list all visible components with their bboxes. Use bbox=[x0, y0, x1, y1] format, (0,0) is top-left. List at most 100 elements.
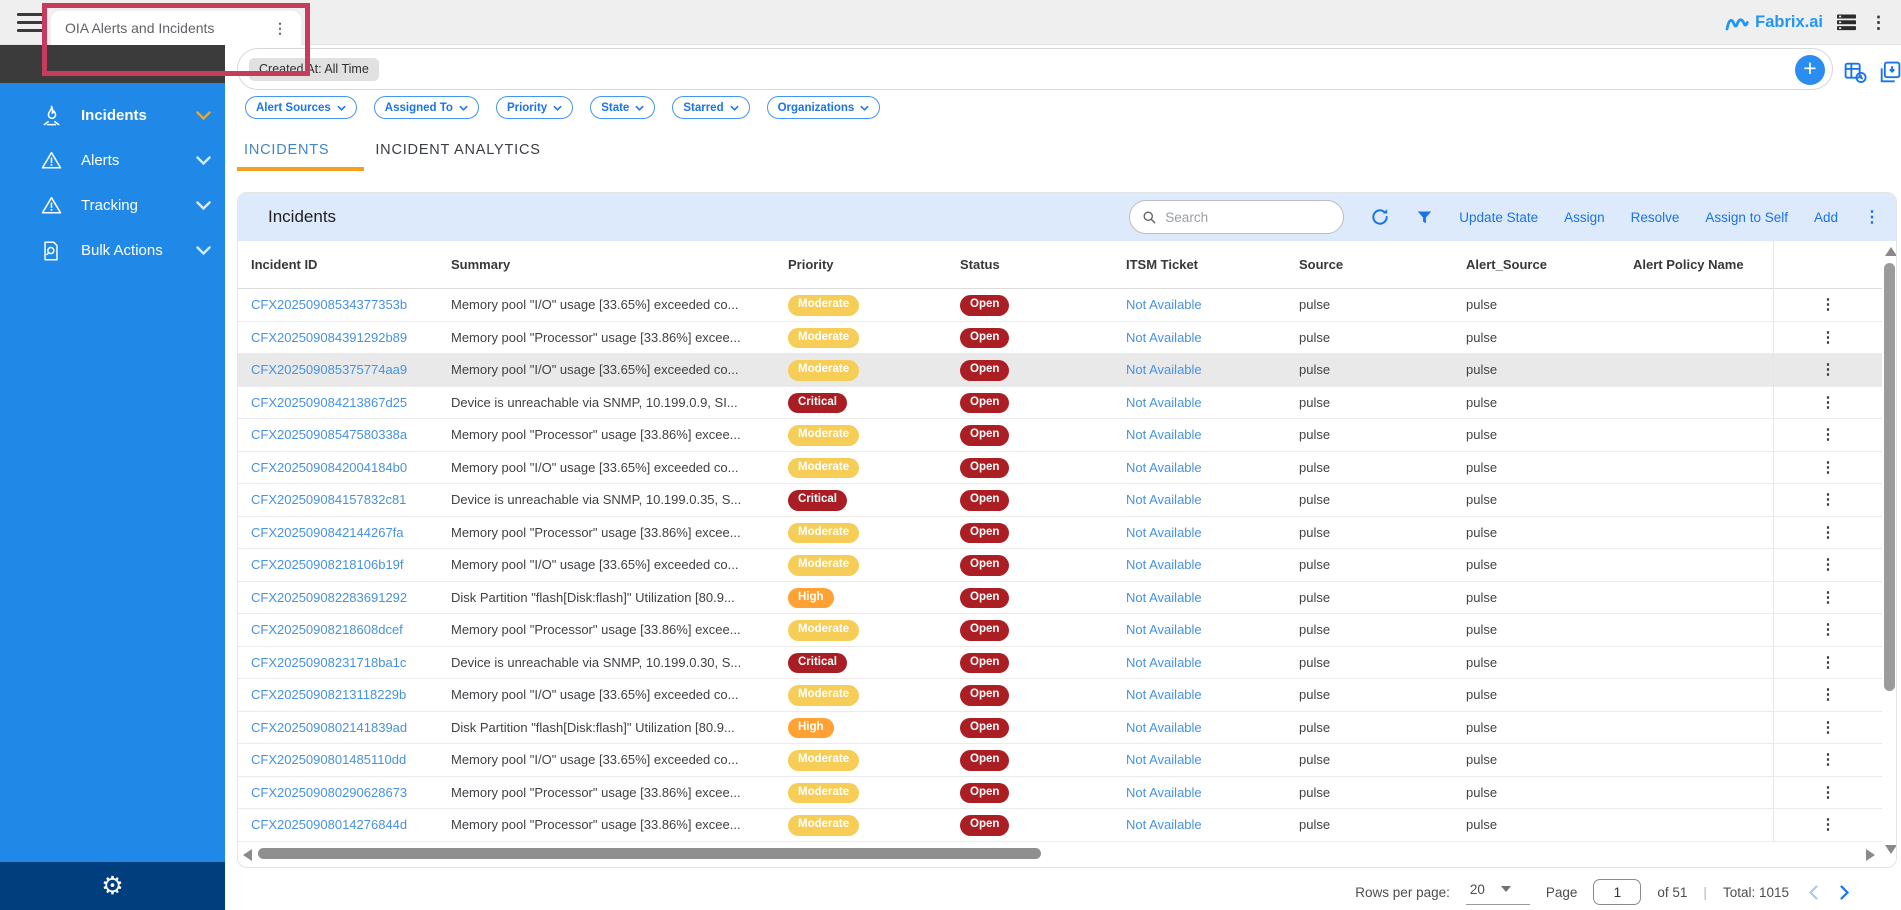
table-row[interactable]: CFX20250908213118229bMemory pool "I/O" u… bbox=[238, 679, 1882, 712]
table-row[interactable]: CFX202509085375774aa9Memory pool "I/O" u… bbox=[238, 354, 1882, 387]
vertical-scrollbar-thumb[interactable] bbox=[1884, 263, 1895, 691]
itsm-ticket-link[interactable]: Not Available bbox=[1126, 517, 1291, 549]
page-input[interactable] bbox=[1593, 879, 1641, 905]
row-kebab-menu[interactable]: ⋮ bbox=[1773, 614, 1882, 646]
incident-id-link[interactable]: CFX20250908014276844d bbox=[251, 809, 441, 841]
next-page-button[interactable] bbox=[1837, 885, 1853, 900]
filter-chip-state[interactable]: State bbox=[590, 96, 655, 119]
table-row[interactable]: CFX202509080290628673Memory pool "Proces… bbox=[238, 777, 1882, 810]
assign-to-self-button[interactable]: Assign to Self bbox=[1705, 210, 1788, 225]
incident-id-link[interactable]: CFX202509084391292b89 bbox=[251, 322, 441, 354]
hamburger-menu-icon[interactable] bbox=[17, 13, 43, 32]
assign-button[interactable]: Assign bbox=[1564, 210, 1605, 225]
row-kebab-menu[interactable]: ⋮ bbox=[1773, 419, 1882, 451]
itsm-ticket-link[interactable]: Not Available bbox=[1126, 419, 1291, 451]
itsm-ticket-link[interactable]: Not Available bbox=[1126, 452, 1291, 484]
kebab-menu-icon[interactable]: ⋮ bbox=[1870, 13, 1887, 33]
incident-id-link[interactable]: CFX20250908213118229b bbox=[251, 679, 441, 711]
table-row[interactable]: CFX20250908014276844dMemory pool "Proces… bbox=[238, 809, 1882, 842]
tab-incident-analytics[interactable]: INCIDENT ANALYTICS bbox=[375, 142, 540, 171]
created-at-filter-chip[interactable]: Created At: All Time bbox=[249, 58, 379, 81]
row-kebab-menu[interactable]: ⋮ bbox=[1773, 744, 1882, 776]
scroll-down-arrow[interactable] bbox=[1885, 845, 1897, 854]
incident-id-link[interactable]: CFX2025090842004184b0 bbox=[251, 452, 441, 484]
incident-id-link[interactable]: CFX2025090801485110dd bbox=[251, 744, 441, 776]
filter-chip-priority[interactable]: Priority bbox=[496, 96, 573, 119]
itsm-ticket-link[interactable]: Not Available bbox=[1126, 549, 1291, 581]
table-row[interactable]: CFX20250908534377353bMemory pool "I/O" u… bbox=[238, 289, 1882, 322]
horizontal-scrollbar-thumb[interactable] bbox=[258, 848, 1041, 859]
incident-id-link[interactable]: CFX202509085375774aa9 bbox=[251, 354, 441, 386]
row-kebab-menu[interactable]: ⋮ bbox=[1773, 354, 1882, 386]
itsm-ticket-link[interactable]: Not Available bbox=[1126, 777, 1291, 809]
row-kebab-menu[interactable]: ⋮ bbox=[1773, 647, 1882, 679]
itsm-ticket-link[interactable]: Not Available bbox=[1126, 354, 1291, 386]
filter-chip-alert-sources[interactable]: Alert Sources bbox=[245, 96, 357, 119]
itsm-ticket-link[interactable]: Not Available bbox=[1126, 647, 1291, 679]
filter-chip-starred[interactable]: Starred bbox=[672, 96, 749, 119]
sidebar-item-incidents[interactable]: Incidents bbox=[0, 93, 225, 138]
row-kebab-menu[interactable]: ⋮ bbox=[1773, 809, 1882, 841]
incident-id-link[interactable]: CFX2025090842144267fa bbox=[251, 517, 441, 549]
table-row[interactable]: CFX20250908218106b19fMemory pool "I/O" u… bbox=[238, 549, 1882, 582]
incident-id-link[interactable]: CFX20250908218608dcef bbox=[251, 614, 441, 646]
table-row[interactable]: CFX202509084391292b89Memory pool "Proces… bbox=[238, 322, 1882, 355]
previous-page-button[interactable] bbox=[1805, 885, 1821, 900]
row-kebab-menu[interactable]: ⋮ bbox=[1773, 582, 1882, 614]
itsm-ticket-link[interactable]: Not Available bbox=[1126, 582, 1291, 614]
incident-id-link[interactable]: CFX202509084213867d25 bbox=[251, 387, 441, 419]
row-kebab-menu[interactable]: ⋮ bbox=[1773, 712, 1882, 744]
table-row[interactable]: CFX20250908547580338aMemory pool "Proces… bbox=[238, 419, 1882, 452]
add-filter-button[interactable]: + bbox=[1795, 55, 1825, 85]
scroll-right-arrow[interactable] bbox=[1866, 849, 1875, 861]
update-state-button[interactable]: Update State bbox=[1459, 210, 1538, 225]
row-kebab-menu[interactable]: ⋮ bbox=[1773, 322, 1882, 354]
search-input[interactable] bbox=[1165, 210, 1325, 225]
scroll-left-arrow[interactable] bbox=[243, 849, 252, 861]
row-kebab-menu[interactable]: ⋮ bbox=[1773, 517, 1882, 549]
refresh-icon[interactable] bbox=[1370, 207, 1390, 227]
incident-id-link[interactable]: CFX20250908547580338a bbox=[251, 419, 441, 451]
row-kebab-menu[interactable]: ⋮ bbox=[1773, 452, 1882, 484]
add-button[interactable]: Add bbox=[1814, 210, 1838, 225]
filter-chip-organizations[interactable]: Organizations bbox=[767, 96, 881, 119]
incident-id-link[interactable]: CFX2025090802141839ad bbox=[251, 712, 441, 744]
table-row[interactable]: CFX20250908231718ba1cDevice is unreachab… bbox=[238, 647, 1882, 680]
table-clock-icon[interactable] bbox=[1843, 60, 1868, 90]
save-view-icon[interactable] bbox=[1877, 60, 1901, 90]
itsm-ticket-link[interactable]: Not Available bbox=[1126, 679, 1291, 711]
itsm-ticket-link[interactable]: Not Available bbox=[1126, 484, 1291, 516]
itsm-ticket-link[interactable]: Not Available bbox=[1126, 322, 1291, 354]
tab-incidents[interactable]: INCIDENTS bbox=[244, 142, 329, 171]
row-kebab-menu[interactable]: ⋮ bbox=[1773, 387, 1882, 419]
filter-funnel-icon[interactable] bbox=[1416, 209, 1433, 226]
incident-id-link[interactable]: CFX20250908231718ba1c bbox=[251, 647, 441, 679]
resolve-button[interactable]: Resolve bbox=[1631, 210, 1680, 225]
itsm-ticket-link[interactable]: Not Available bbox=[1126, 712, 1291, 744]
scroll-up-arrow[interactable] bbox=[1885, 247, 1897, 256]
table-row[interactable]: CFX202509082283691292Disk Partition "fla… bbox=[238, 582, 1882, 615]
incident-id-link[interactable]: CFX202509084157832c81 bbox=[251, 484, 441, 516]
table-row[interactable]: CFX2025090802141839adDisk Partition "fla… bbox=[238, 712, 1882, 745]
itsm-ticket-link[interactable]: Not Available bbox=[1126, 387, 1291, 419]
row-kebab-menu[interactable]: ⋮ bbox=[1773, 484, 1882, 516]
row-kebab-menu[interactable]: ⋮ bbox=[1773, 777, 1882, 809]
table-row[interactable]: CFX2025090842004184b0Memory pool "I/O" u… bbox=[238, 452, 1882, 485]
incident-id-link[interactable]: CFX202509080290628673 bbox=[251, 777, 441, 809]
app-list-icon[interactable] bbox=[1837, 14, 1856, 31]
incident-id-link[interactable]: CFX202509082283691292 bbox=[251, 582, 441, 614]
table-row[interactable]: CFX20250908218608dcefMemory pool "Proces… bbox=[238, 614, 1882, 647]
incident-id-link[interactable]: CFX20250908218106b19f bbox=[251, 549, 441, 581]
itsm-ticket-link[interactable]: Not Available bbox=[1126, 289, 1291, 321]
app-tab[interactable]: OIA Alerts and Incidents ⋮ bbox=[51, 11, 301, 45]
toolbar-kebab-icon[interactable]: ⋮ bbox=[1864, 207, 1880, 227]
row-kebab-menu[interactable]: ⋮ bbox=[1773, 679, 1882, 711]
row-kebab-menu[interactable]: ⋮ bbox=[1773, 549, 1882, 581]
incident-id-link[interactable]: CFX20250908534377353b bbox=[251, 289, 441, 321]
table-row[interactable]: CFX2025090842144267faMemory pool "Proces… bbox=[238, 517, 1882, 550]
sidebar-item-tracking[interactable]: Tracking bbox=[0, 183, 225, 228]
table-row[interactable]: CFX2025090801485110ddMemory pool "I/O" u… bbox=[238, 744, 1882, 777]
itsm-ticket-link[interactable]: Not Available bbox=[1126, 809, 1291, 841]
filter-chip-assigned-to[interactable]: Assigned To bbox=[374, 96, 479, 119]
itsm-ticket-link[interactable]: Not Available bbox=[1126, 744, 1291, 776]
